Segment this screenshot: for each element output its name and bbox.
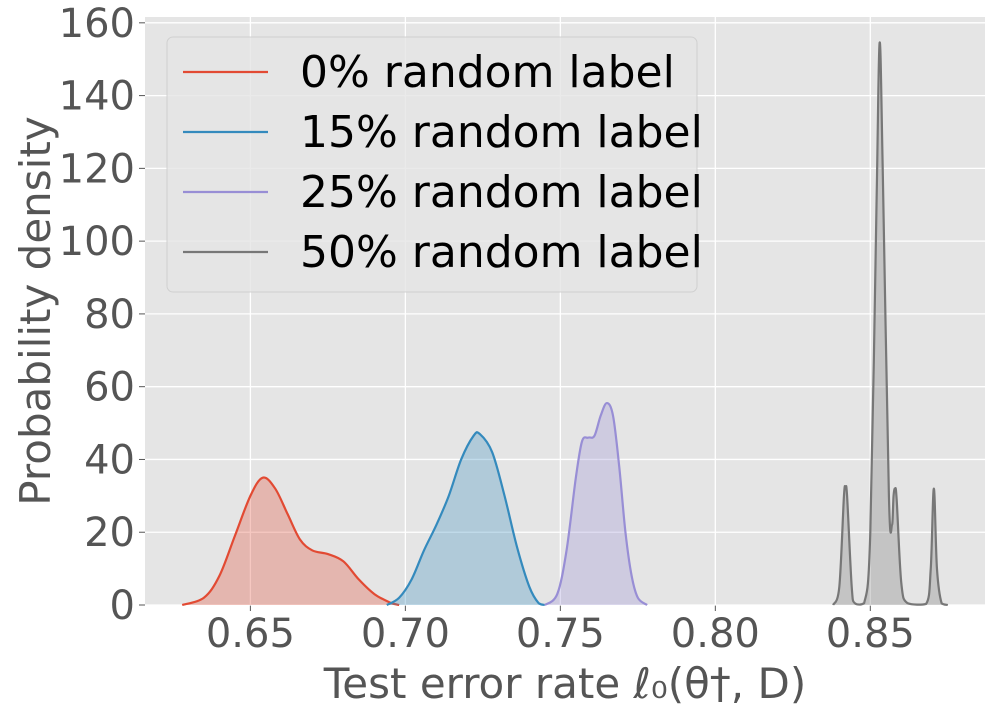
density-area — [386, 432, 545, 605]
legend-label: 15% random label — [300, 107, 703, 158]
y-tick-label: 40 — [84, 437, 135, 483]
y-tick-label: 120 — [59, 146, 135, 192]
y-axis-label: Probability density — [11, 116, 60, 505]
y-tick-label: 100 — [59, 219, 135, 265]
y-tick-label: 20 — [84, 510, 135, 556]
density-line — [386, 431, 546, 607]
y-tick-label: 60 — [84, 365, 135, 411]
y-tick-label: 0 — [110, 583, 135, 629]
y-tick-label: 80 — [84, 292, 135, 338]
x-axis-label: Test error rate ℓ₀(θ†, D) — [323, 659, 806, 708]
legend-label: 50% random label — [300, 227, 703, 278]
density-area — [833, 42, 948, 606]
x-tick-label: 0.85 — [826, 611, 915, 657]
legend-box — [166, 36, 698, 293]
density-line — [832, 41, 949, 607]
y-tick-label: 160 — [59, 1, 135, 47]
legend-label: 0% random label — [300, 47, 675, 98]
x-tick-label: 0.80 — [671, 611, 760, 657]
x-tick-label: 0.75 — [516, 611, 605, 657]
density-area — [544, 403, 648, 605]
legend-label: 25% random label — [300, 167, 703, 218]
x-tick-label: 0.65 — [206, 611, 295, 657]
density-line — [181, 476, 400, 607]
y-tick-label: 140 — [59, 74, 135, 120]
x-tick-label: 0.70 — [361, 611, 450, 657]
density-line — [544, 401, 648, 606]
density-area — [182, 477, 400, 605]
